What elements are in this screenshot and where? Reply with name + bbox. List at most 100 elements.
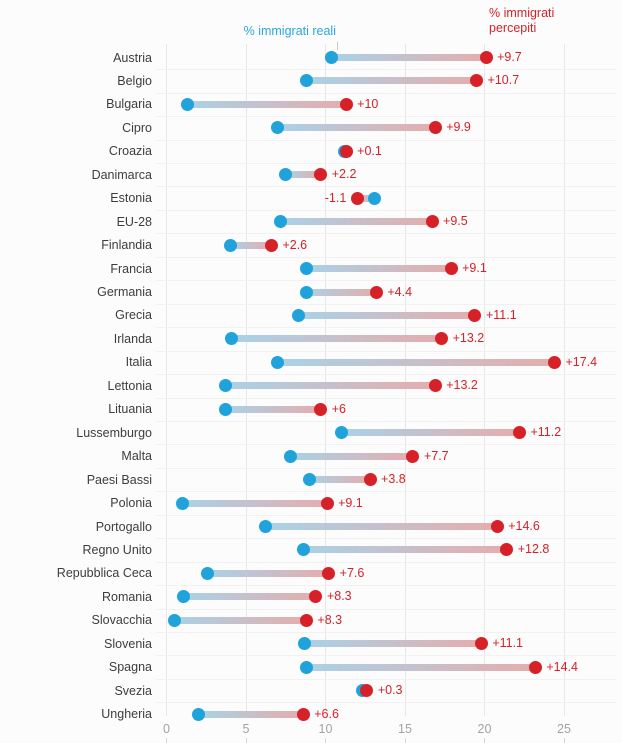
delta-label-paesi-bassi: +3.8 bbox=[381, 472, 406, 487]
delta-label-danimarca: +2.2 bbox=[331, 167, 357, 182]
delta-label-polonia: +9.1 bbox=[338, 495, 363, 510]
horizontal-gridline bbox=[156, 256, 616, 258]
legend-real-connector-line bbox=[337, 42, 338, 50]
dumbbell-bar-austria bbox=[331, 54, 487, 61]
delta-label-ungheria: +6.6 bbox=[314, 706, 339, 721]
dumbbell-bar-estonia bbox=[357, 194, 375, 202]
x-tick-mark-15 bbox=[404, 738, 406, 743]
vertical-gridline-20 bbox=[484, 44, 485, 716]
horizontal-gridline bbox=[156, 209, 616, 211]
delta-label-austria: +9.7 bbox=[497, 50, 522, 64]
horizontal-gridline bbox=[156, 444, 616, 446]
perceived-dot-portogallo bbox=[490, 520, 504, 533]
country-label-croazia: Croazia bbox=[108, 144, 152, 159]
x-tick-mark-0 bbox=[166, 738, 167, 743]
dumbbell-bar-romania bbox=[183, 593, 316, 601]
country-label-romania: Romania bbox=[101, 589, 152, 604]
horizontal-gridline bbox=[156, 233, 616, 235]
x-tick-label-10: 10 bbox=[318, 722, 333, 736]
delta-label-lituania: +6 bbox=[331, 401, 346, 416]
country-label-svezia: Svezia bbox=[114, 683, 152, 698]
country-label-portogallo: Portogallo bbox=[95, 519, 152, 534]
delta-label-svezia: +0.3 bbox=[377, 683, 403, 698]
delta-label-slovenia: +11.1 bbox=[492, 636, 524, 651]
perceived-dot-slovenia bbox=[474, 637, 488, 651]
perceived-dot-regno-unito bbox=[500, 543, 514, 557]
horizontal-gridline bbox=[156, 420, 616, 422]
dumbbell-bar-paesi-bassi bbox=[309, 476, 370, 484]
perceived-dot-ungheria bbox=[296, 707, 310, 721]
vertical-gridline-25 bbox=[563, 44, 565, 716]
perceived-dot-svezia bbox=[360, 684, 374, 698]
perceived-dot-grecia bbox=[468, 308, 482, 322]
real-dot-austria bbox=[325, 51, 339, 64]
real-dot-spagna bbox=[299, 660, 313, 674]
real-dot-cipro bbox=[271, 121, 285, 135]
perceived-dot-malta bbox=[406, 449, 420, 463]
horizontal-gridline bbox=[156, 702, 616, 704]
country-label-danimarca: Danimarca bbox=[91, 167, 152, 182]
horizontal-gridline bbox=[156, 655, 616, 657]
dumbbell-bar-francia bbox=[306, 265, 452, 273]
real-dot-lituania bbox=[218, 402, 232, 416]
dumbbell-bar-ungheria bbox=[198, 710, 304, 718]
perceived-dot-bulgaria bbox=[339, 97, 353, 111]
dumbbell-bar-regno-unito bbox=[303, 546, 507, 554]
real-dot-danimarca bbox=[279, 168, 293, 182]
real-dot-repubblica-ceca bbox=[201, 566, 215, 580]
real-dot-germania bbox=[299, 285, 313, 299]
real-dot-portogallo bbox=[258, 520, 272, 533]
real-dot-slovacchia bbox=[167, 613, 181, 627]
country-label-repubblica-ceca: Repubblica Ceca bbox=[56, 566, 152, 581]
perceived-dot-danimarca bbox=[314, 168, 328, 182]
delta-label-finlandia: +2.6 bbox=[282, 237, 308, 252]
dumbbell-bar-irlanda bbox=[231, 335, 442, 343]
real-dot-estonia bbox=[368, 191, 382, 205]
dumbbell-bar-slovacchia bbox=[174, 616, 307, 624]
perceived-dot-spagna bbox=[528, 660, 542, 674]
delta-label-grecia: +11.1 bbox=[485, 307, 517, 322]
dumbbell-bar-finlandia bbox=[230, 241, 272, 249]
delta-label-slovacchia: +8.3 bbox=[317, 612, 343, 627]
perceived-dot-italia bbox=[547, 355, 561, 369]
horizontal-gridline bbox=[156, 163, 616, 165]
perceived-dot-finlandia bbox=[264, 238, 278, 252]
country-label-finlandia: Finlandia bbox=[101, 238, 152, 253]
country-label-francia: Francia bbox=[110, 261, 152, 276]
real-dot-romania bbox=[177, 590, 191, 604]
real-dot-slovenia bbox=[298, 637, 312, 651]
country-label-grecia: Grecia bbox=[115, 308, 152, 323]
x-tick-mark-25 bbox=[563, 738, 565, 743]
perceived-dot-eu-28 bbox=[425, 215, 439, 229]
horizontal-gridline bbox=[156, 538, 616, 540]
delta-label-portogallo: +14.6 bbox=[508, 519, 540, 533]
country-label-estonia: Estonia bbox=[110, 191, 152, 206]
delta-label-germania: +4.4 bbox=[387, 284, 413, 299]
country-label-cipro: Cipro bbox=[122, 120, 152, 135]
real-dot-italia bbox=[271, 355, 285, 369]
country-label-italia: Italia bbox=[125, 355, 152, 370]
dumbbell-bar-repubblica-ceca bbox=[207, 569, 329, 577]
perceived-dot-slovacchia bbox=[299, 613, 313, 627]
perceived-dot-austria bbox=[479, 51, 493, 64]
horizontal-gridline bbox=[156, 467, 616, 469]
horizontal-gridline bbox=[156, 69, 616, 71]
horizontal-gridline bbox=[156, 280, 616, 282]
real-dot-lussemburgo bbox=[334, 426, 348, 440]
vertical-gridline-0 bbox=[166, 44, 167, 716]
real-dot-belgio bbox=[299, 74, 313, 88]
horizontal-gridline bbox=[156, 350, 616, 352]
horizontal-gridline bbox=[156, 92, 616, 94]
horizontal-gridline bbox=[156, 139, 616, 141]
perceived-dot-croazia bbox=[339, 144, 353, 158]
dumbbell-bar-lettonia bbox=[225, 382, 436, 390]
dumbbell-bar-lituania bbox=[225, 405, 321, 413]
horizontal-gridline bbox=[156, 608, 616, 610]
x-tick-mark-10 bbox=[325, 738, 326, 743]
legend-perceived-immigrants: % immigrati percepiti bbox=[489, 6, 555, 35]
country-label-slovenia: Slovenia bbox=[104, 636, 152, 651]
dumbbell-bar-slovenia bbox=[304, 640, 482, 648]
country-label-bulgaria: Bulgaria bbox=[106, 97, 152, 112]
dumbbell-bar-belgio bbox=[306, 77, 477, 85]
delta-label-francia: +9.1 bbox=[462, 261, 487, 276]
